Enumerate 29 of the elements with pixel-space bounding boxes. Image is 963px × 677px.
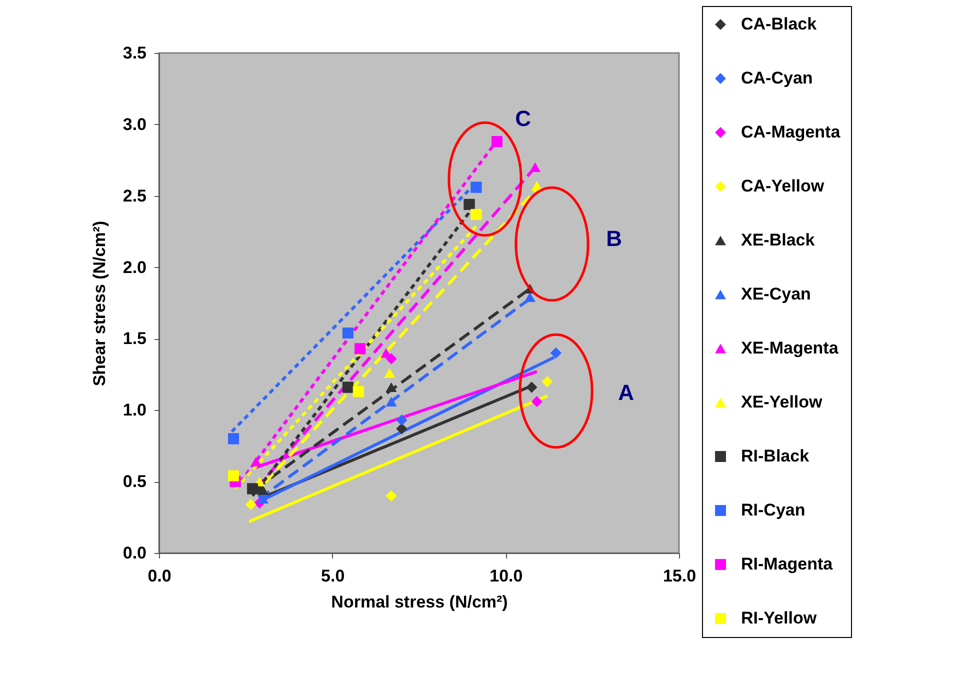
- x-tick-label: 15.0: [662, 566, 696, 586]
- x-tick-label: 10.0: [490, 566, 523, 586]
- legend-label: RI-Black: [741, 446, 810, 466]
- legend-label: RI-Magenta: [741, 554, 834, 574]
- annotation: A: [618, 380, 634, 405]
- legend-label: RI-Cyan: [741, 500, 806, 520]
- y-tick-label: 1.5: [122, 329, 146, 348]
- y-tick-label: 0.5: [122, 472, 146, 492]
- annotation: B: [606, 226, 622, 251]
- y-tick-label: 2.0: [122, 258, 146, 277]
- legend-label: CA-Black: [741, 14, 818, 34]
- y-tick-label: 3.5: [122, 44, 146, 62]
- x-axis-title: Normal stress (N/cm²): [331, 592, 508, 612]
- x-tick-label: 0.0: [148, 566, 172, 586]
- annotation: C: [515, 106, 532, 131]
- x-tick-label: 5.0: [321, 566, 345, 586]
- legend-label: XE-Cyan: [741, 284, 811, 304]
- y-tick-label: 0.0: [122, 544, 146, 562]
- y-tick-label: 3.0: [122, 114, 146, 134]
- y-axis-title: Shear stress (N/cm²): [90, 220, 109, 386]
- legend-label: CA-Magenta: [741, 122, 841, 142]
- legend-label: CA-Cyan: [741, 68, 813, 88]
- legend-label: CA-Yellow: [741, 176, 825, 196]
- y-tick-label: 1.0: [122, 400, 146, 420]
- legend-label: XE-Magenta: [741, 338, 839, 358]
- legend-label: XE-Black: [741, 230, 816, 250]
- y-tick-label: 2.5: [122, 186, 146, 206]
- legend-label: RI-Yellow: [741, 608, 818, 628]
- legend-label: XE-Yellow: [741, 392, 824, 412]
